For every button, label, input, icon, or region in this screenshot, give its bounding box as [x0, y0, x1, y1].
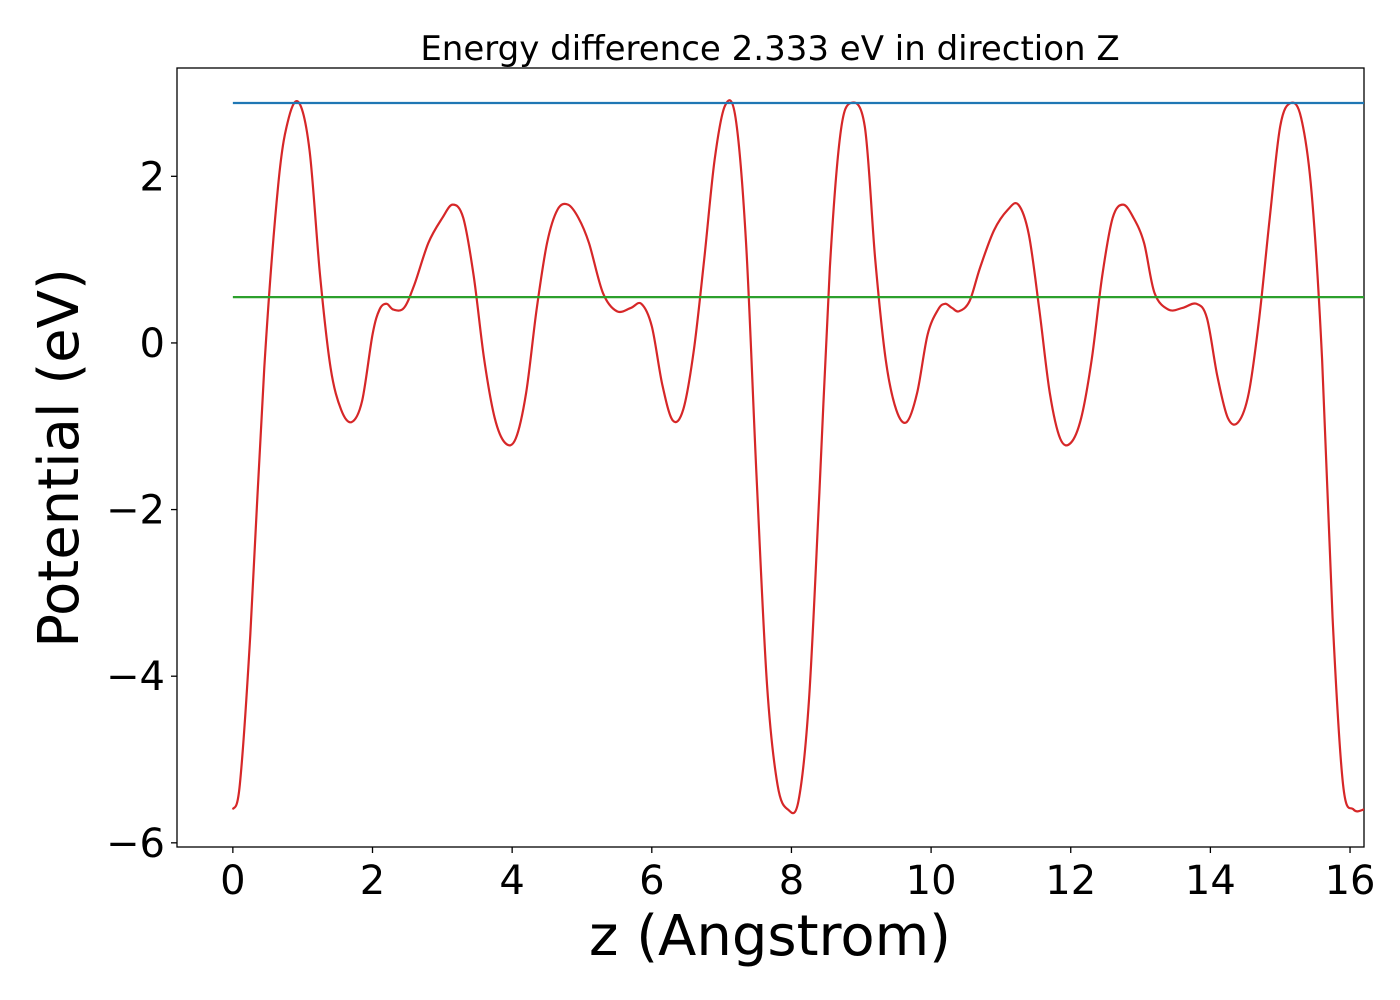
x-tick-label: 12	[1045, 858, 1096, 904]
x-axis-label: z (Angstrom)	[589, 904, 951, 969]
x-tick-label: 8	[779, 858, 804, 904]
chart-title: Energy difference 2.333 eV in direction …	[420, 29, 1119, 69]
series-layer	[231, 99, 1365, 815]
x-tick-label: 16	[1325, 858, 1376, 904]
y-tick-label: 2	[140, 154, 165, 200]
y-tick-label: 0	[140, 321, 165, 367]
x-tick-label: 14	[1185, 858, 1236, 904]
x-tick-label: 4	[499, 858, 524, 904]
x-tick-label: 10	[906, 858, 957, 904]
x-tick-label: 6	[639, 858, 664, 904]
y-axis-ticks: −6 −4 −2 0 2	[106, 154, 177, 867]
y-tick-label: −6	[106, 821, 165, 867]
y-tick-label: −2	[106, 488, 165, 534]
potential-curve	[231, 99, 1365, 815]
x-axis-ticks: 0 2 4 6 8 10 12 14 16	[220, 847, 1375, 904]
x-tick-label: 2	[360, 858, 385, 904]
x-tick-label: 0	[220, 858, 245, 904]
y-tick-label: −4	[106, 654, 165, 700]
y-axis-label: Potential (eV)	[27, 268, 92, 648]
